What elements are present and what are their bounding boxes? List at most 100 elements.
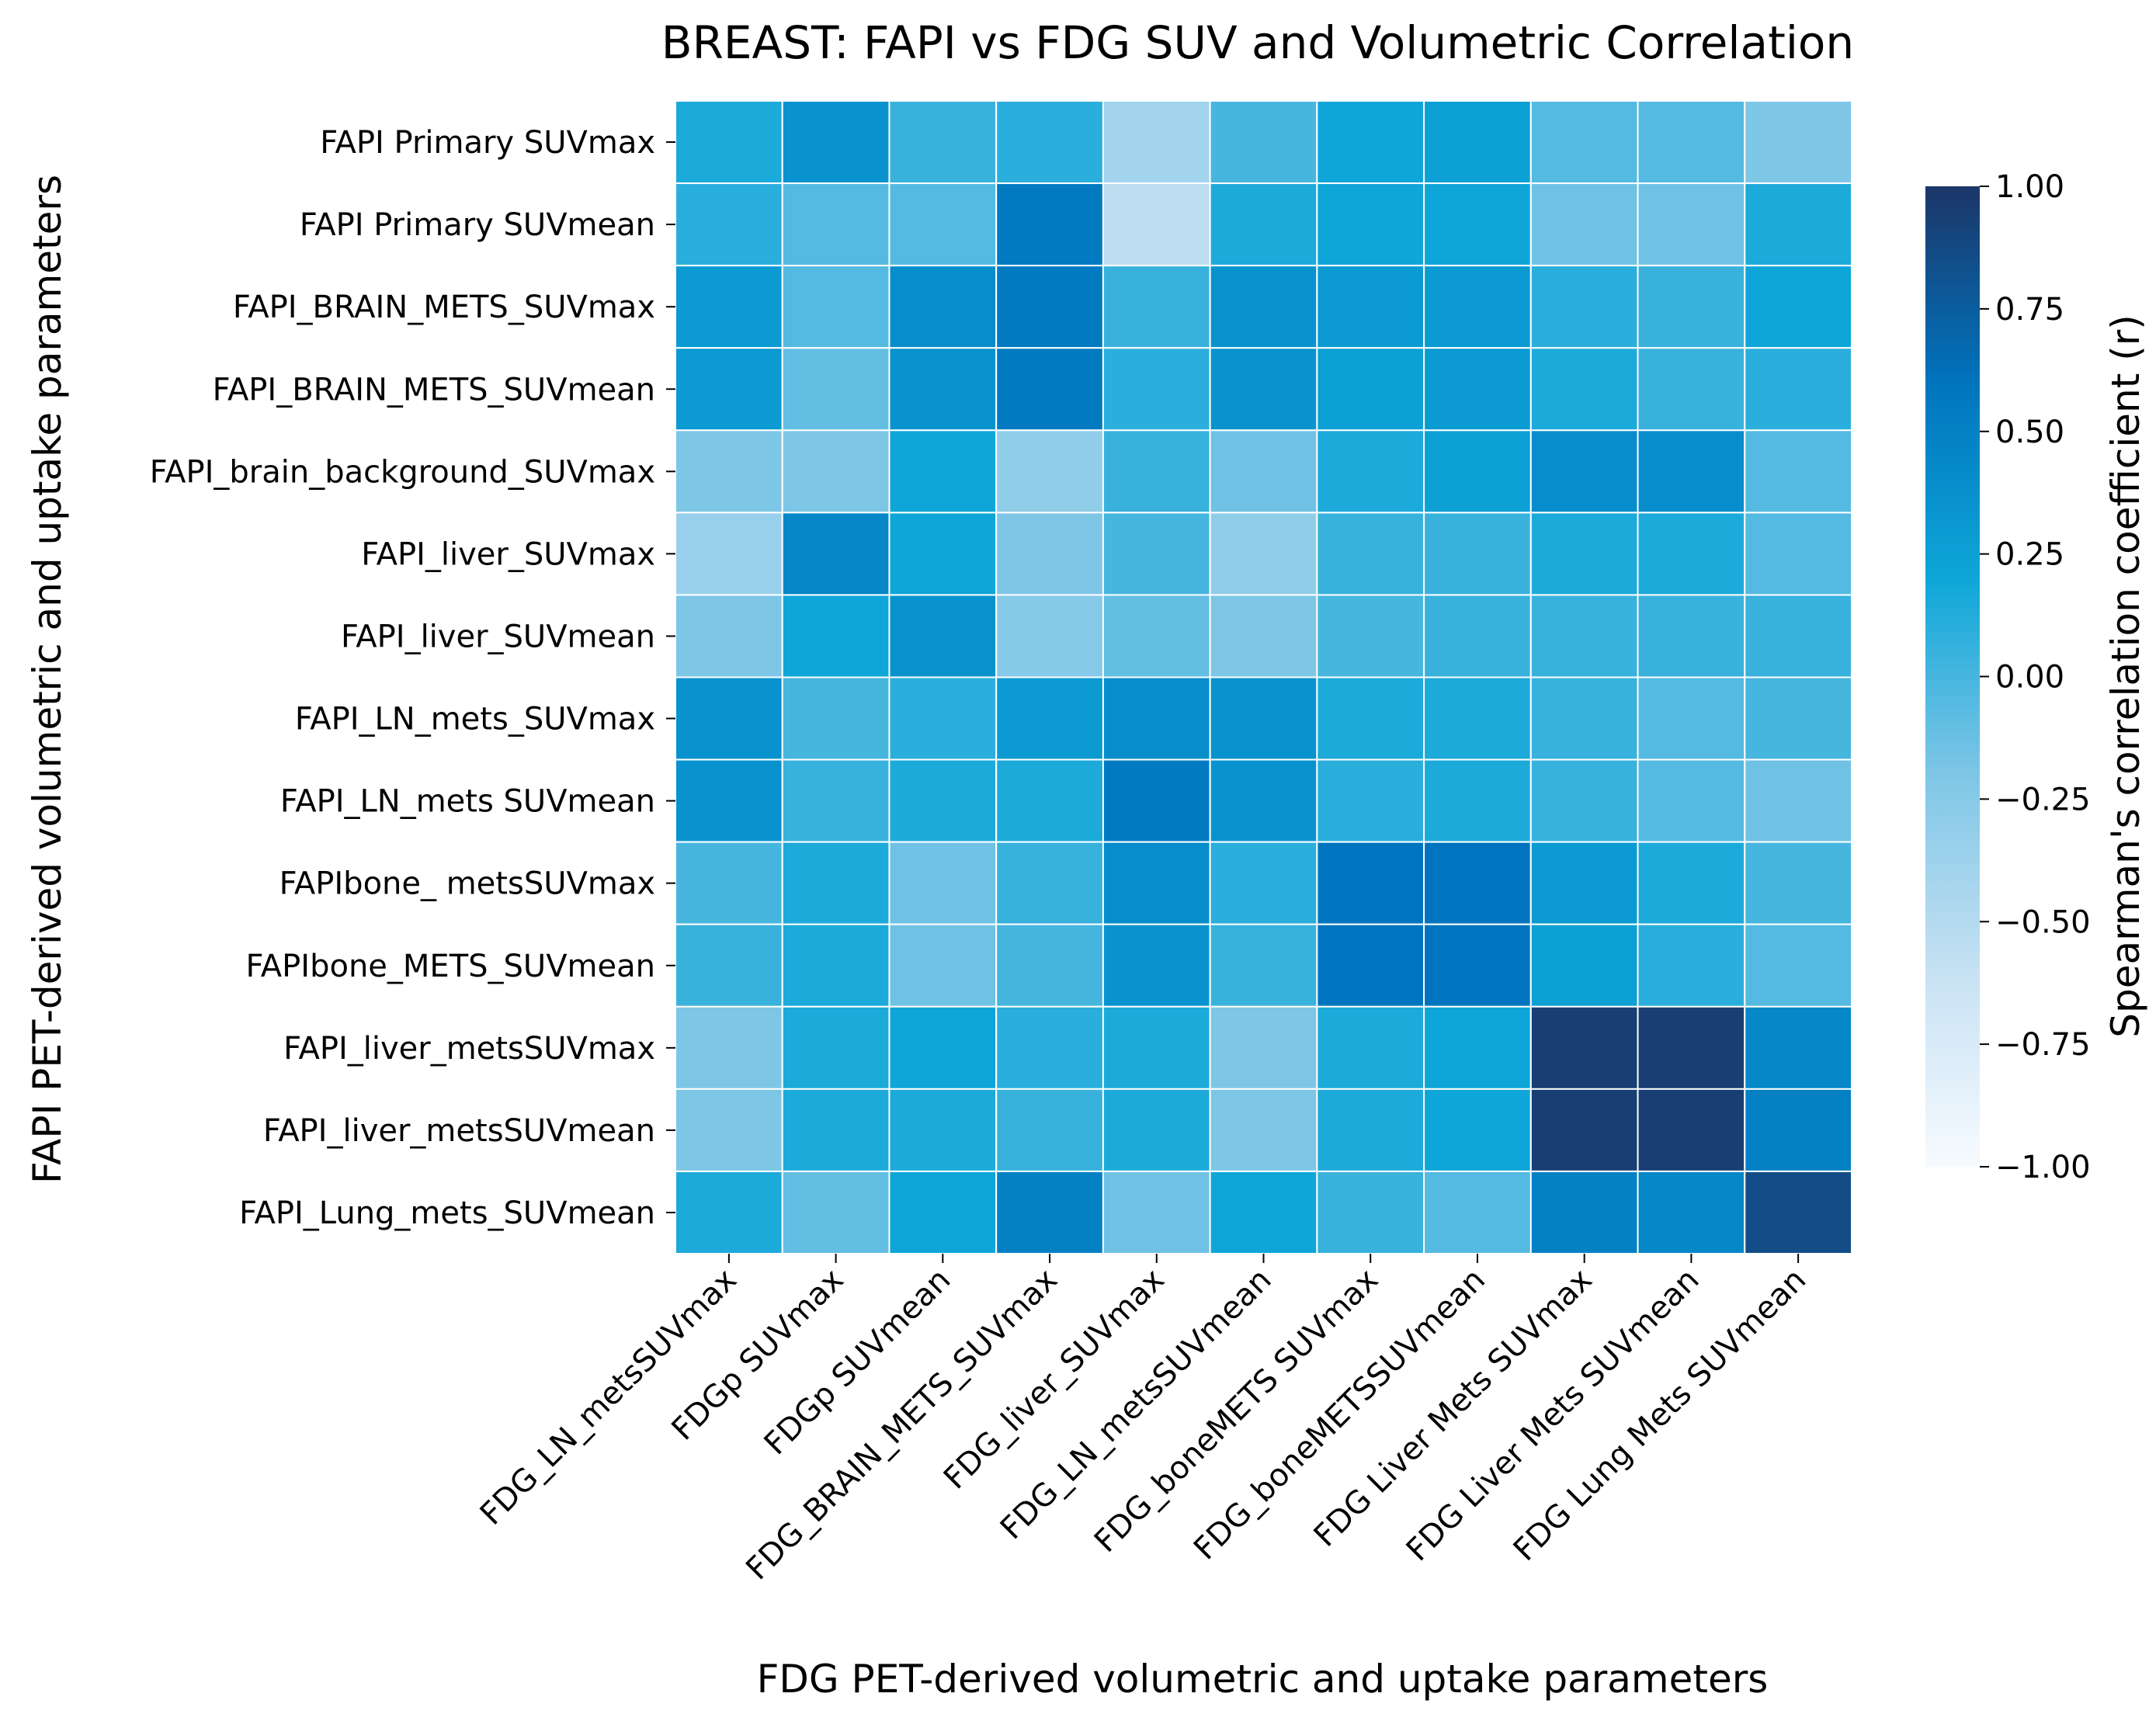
heatmap-cell	[675, 676, 783, 761]
heatmap-cell	[1102, 100, 1211, 185]
heatmap-cell	[1744, 594, 1852, 678]
y-tick-label: FAPI_BRAIN_METS_SUVmean	[213, 372, 655, 408]
heatmap-cell	[1529, 1170, 1639, 1255]
heatmap-cell	[1102, 512, 1211, 596]
heatmap-cell	[1102, 347, 1211, 432]
heatmap-cell	[1637, 923, 1746, 1008]
heatmap-cell	[1316, 512, 1425, 596]
heatmap-cell	[1209, 1170, 1318, 1255]
heatmap-cell	[1316, 758, 1425, 843]
heatmap-cell	[781, 676, 891, 761]
heatmap-cell	[888, 841, 998, 925]
heatmap-cell	[1209, 347, 1318, 432]
colorbar: 1.00 0.75 0.50 0.25 0.00 −0.25 −0.50 −0.75 −1.00…	[1925, 169, 2148, 1185]
y-axis-title: FAPI PET-derived volumetric and uptake p…	[25, 175, 70, 1184]
heatmap-cell	[1209, 1005, 1318, 1090]
heatmap-cell	[1209, 676, 1318, 761]
heatmap-cell	[1423, 512, 1532, 596]
heatmap-cell	[1423, 676, 1532, 761]
colorbar-tick-label: 0.50	[1995, 415, 2064, 450]
heatmap-cell	[1423, 594, 1532, 678]
y-tick-label: FAPI_liver_metsSUVmax	[283, 1031, 655, 1067]
heatmap-cell	[1102, 265, 1211, 349]
heatmap-cell	[1209, 429, 1318, 514]
heatmap-cell	[1102, 923, 1211, 1008]
colorbar-tick-label: 0.75	[1995, 292, 2064, 328]
heatmap-cell	[1637, 594, 1746, 678]
heatmap-cell	[1209, 182, 1318, 267]
colorbar-tick-label: −1.00	[1995, 1150, 2091, 1185]
heatmap-cell	[888, 923, 998, 1008]
heatmap-cell	[1744, 1088, 1852, 1172]
heatmap-cell	[1316, 1005, 1425, 1090]
heatmap-cell	[1209, 758, 1318, 843]
heatmap-cell	[1209, 265, 1318, 349]
heatmap-cell	[1423, 841, 1532, 925]
heatmap-cell	[1102, 429, 1211, 514]
heatmap-cell	[1102, 676, 1211, 761]
y-tick-label: FAPI Primary SUVmax	[320, 125, 655, 161]
heatmap-cell	[1529, 676, 1639, 761]
heatmap-cell	[1102, 594, 1211, 678]
colorbar-tick-label: 0.00	[1995, 660, 2064, 696]
heatmap-cell	[1423, 1005, 1532, 1090]
heatmap-cell	[1209, 512, 1318, 596]
heatmap-cell	[675, 182, 783, 267]
heatmap-cell	[1102, 758, 1211, 843]
heatmap-cell	[1529, 923, 1639, 1008]
heatmap-cell	[1744, 841, 1852, 925]
y-tick-labels: FAPI Primary SUVmax FAPI Primary SUVmean F…	[150, 125, 675, 1231]
heatmap-cell	[888, 100, 998, 185]
colorbar-tick-label: 1.00	[1995, 169, 2064, 205]
heatmap-cell	[1529, 512, 1639, 596]
heatmap-cell	[675, 429, 783, 514]
y-tick-label: FAPI_LN_mets_SUVmax	[295, 702, 655, 737]
heatmap-cell	[1423, 182, 1532, 267]
heatmap-cell	[675, 347, 783, 432]
heatmap-cell	[1102, 841, 1211, 925]
heatmap-cell	[995, 512, 1104, 596]
colorbar-tick-label: −0.50	[1995, 904, 2091, 940]
heatmap-cell	[1637, 1170, 1746, 1255]
heatmap-cell	[888, 182, 998, 267]
heatmap-cell	[1423, 100, 1532, 185]
y-tick-label: FAPIbone_ metsSUVmax	[279, 866, 655, 902]
heatmap-cell	[995, 1005, 1104, 1090]
heatmap-cell	[1209, 923, 1318, 1008]
heatmap-cells	[675, 100, 1852, 1255]
colorbar-tick-label: −0.25	[1995, 782, 2091, 817]
heatmap-cell	[781, 429, 891, 514]
heatmap-cell	[1316, 1170, 1425, 1255]
heatmap-cell	[1316, 676, 1425, 761]
heatmap-cell	[1744, 676, 1852, 761]
y-tick-label: FAPI_BRAIN_METS_SUVmax	[233, 290, 655, 325]
heatmap-cell	[1316, 265, 1425, 349]
heatmap-cell	[1744, 512, 1852, 596]
chart-title: BREAST: FAPI vs FDG SUV and Volumetric C…	[661, 16, 1854, 69]
heatmap-cell	[1529, 1088, 1639, 1172]
heatmap-cell	[1423, 347, 1532, 432]
heatmap-cell	[675, 512, 783, 596]
heatmap-cell	[1637, 841, 1746, 925]
heatmap-cell	[1637, 429, 1746, 514]
y-tick-label: FAPI_LN_mets SUVmean	[280, 784, 655, 820]
heatmap-cell	[1423, 758, 1532, 843]
heatmap-cell	[1529, 100, 1639, 185]
colorbar-tick-label: 0.25	[1995, 537, 2064, 573]
heatmap-cell	[1529, 429, 1639, 514]
heatmap-cell	[675, 758, 783, 843]
y-tick-label: FAPI_liver_SUVmax	[361, 536, 655, 572]
heatmap-cell	[675, 265, 783, 349]
heatmap-cell	[1316, 347, 1425, 432]
heatmap-cell	[1102, 1088, 1211, 1172]
x-axis-title: FDG PET-derived volumetric and uptake pa…	[757, 1657, 1769, 1702]
heatmap-cell	[1529, 265, 1639, 349]
heatmap-cell	[1637, 758, 1746, 843]
heatmap-cell	[1316, 182, 1425, 267]
heatmap-cell	[1209, 594, 1318, 678]
heatmap-cell	[888, 1005, 998, 1090]
heatmap-cell	[1423, 923, 1532, 1008]
colorbar-ticks: 1.00 0.75 0.50 0.25 0.00 −0.25 −0.50 −0.75 −1.00	[1980, 169, 2091, 1185]
